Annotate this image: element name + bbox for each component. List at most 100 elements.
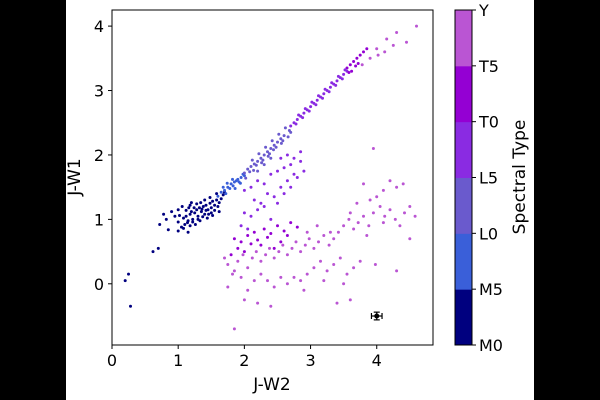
data-point-class-0 bbox=[176, 229, 180, 233]
data-point-class-1 bbox=[225, 181, 229, 185]
data-point-class-2 bbox=[279, 137, 283, 141]
data-point-class-3 bbox=[239, 224, 243, 228]
data-point-class-5 bbox=[381, 221, 385, 225]
data-point-class-0 bbox=[187, 206, 191, 210]
data-point-class-0 bbox=[197, 206, 201, 210]
data-point-class-5 bbox=[348, 211, 352, 215]
data-point-class-0 bbox=[173, 214, 177, 218]
data-point-class-4 bbox=[229, 253, 233, 257]
data-point-class-5 bbox=[368, 198, 372, 202]
colorbar: M0 M5 L0 L5 T0 T5 Y bbox=[454, 1, 503, 355]
data-point-class-3 bbox=[310, 100, 314, 104]
data-point-class-5 bbox=[246, 266, 250, 270]
data-point-class-4 bbox=[345, 66, 349, 70]
data-point-class-5 bbox=[367, 224, 371, 228]
data-point-class-5 bbox=[342, 224, 346, 228]
axes-layer: 0 1 2 3 4 0 1 2 3 4 bbox=[94, 17, 382, 370]
data-point-class-0 bbox=[213, 208, 217, 212]
data-point-class-3 bbox=[289, 124, 293, 128]
data-point-class-2 bbox=[248, 170, 252, 174]
colorbar-tick-label: M5 bbox=[479, 280, 503, 299]
data-point-class-0 bbox=[208, 196, 212, 199]
data-point-class-3 bbox=[335, 79, 339, 83]
data-point-class-3 bbox=[303, 107, 307, 111]
data-point-class-5 bbox=[226, 285, 230, 289]
data-point-class-5 bbox=[403, 211, 406, 215]
data-point-class-5 bbox=[362, 214, 365, 218]
points-layer bbox=[123, 24, 418, 331]
colorbar-label: Spectral Type bbox=[510, 120, 530, 235]
data-point-class-0 bbox=[199, 201, 203, 205]
data-point-class-3 bbox=[279, 185, 283, 189]
data-point-class-5 bbox=[332, 263, 336, 266]
data-point-class-2 bbox=[259, 156, 263, 160]
data-point-class-0 bbox=[189, 201, 193, 205]
data-point-class-5 bbox=[302, 288, 306, 292]
data-point-class-3 bbox=[256, 179, 260, 183]
data-point-class-3 bbox=[327, 90, 331, 94]
data-point-class-3 bbox=[276, 169, 279, 173]
data-point-class-0 bbox=[188, 224, 192, 228]
data-point-class-5 bbox=[294, 240, 298, 244]
data-point-class-3 bbox=[292, 172, 296, 176]
data-point-class-5 bbox=[299, 250, 303, 254]
data-point-class-1 bbox=[224, 192, 228, 196]
data-point-class-4 bbox=[276, 224, 279, 228]
x-tick-label: 2 bbox=[239, 351, 249, 370]
data-point-class-5 bbox=[277, 250, 281, 254]
data-point-class-0 bbox=[207, 212, 211, 216]
data-point-class-3 bbox=[262, 182, 266, 186]
data-point-class-5 bbox=[312, 246, 316, 250]
data-point-class-5 bbox=[292, 275, 296, 279]
data-point-class-4 bbox=[259, 243, 263, 247]
data-point-class-3 bbox=[330, 81, 334, 85]
data-point-class-2 bbox=[266, 154, 270, 158]
data-point-class-3 bbox=[249, 185, 253, 189]
data-point-class-0 bbox=[166, 228, 170, 232]
data-point-class-3 bbox=[269, 172, 273, 176]
colorbar-band bbox=[455, 233, 472, 290]
data-point-class-3 bbox=[343, 68, 347, 72]
data-point-class-0 bbox=[156, 246, 160, 250]
data-point-class-5 bbox=[401, 182, 405, 186]
data-point-class-4 bbox=[272, 246, 276, 250]
data-point-class-3 bbox=[289, 185, 293, 189]
data-point-class-0 bbox=[195, 202, 199, 206]
data-point-class-5 bbox=[285, 253, 289, 257]
data-point-class-5 bbox=[226, 263, 230, 266]
y-axis-label: J-W1 bbox=[65, 158, 85, 196]
x-tick-label: 0 bbox=[107, 351, 117, 370]
data-point-class-3 bbox=[314, 103, 318, 107]
data-point-class-5 bbox=[236, 259, 240, 263]
data-point-class-2 bbox=[282, 134, 286, 138]
data-point-class-3 bbox=[252, 198, 256, 202]
data-point-class-4 bbox=[352, 60, 356, 63]
data-point-class-2 bbox=[289, 130, 293, 134]
data-point-class-1 bbox=[233, 187, 237, 190]
data-point-class-0 bbox=[123, 279, 127, 283]
data-point-class-3 bbox=[328, 85, 332, 89]
data-point-class-5 bbox=[358, 259, 362, 263]
data-point-class-0 bbox=[188, 203, 192, 207]
data-point-class-4 bbox=[365, 47, 369, 51]
data-point-class-0 bbox=[208, 201, 212, 205]
data-point-class-2 bbox=[269, 156, 273, 160]
data-point-class-4 bbox=[256, 238, 260, 242]
data-point-class-3 bbox=[282, 192, 286, 196]
data-point-class-0 bbox=[204, 203, 208, 207]
error-bar-point bbox=[374, 313, 380, 319]
data-point-class-5 bbox=[336, 230, 340, 234]
data-point-class-2 bbox=[283, 126, 287, 130]
data-point-class-3 bbox=[315, 98, 319, 102]
data-point-class-3 bbox=[256, 208, 260, 212]
data-point-class-5 bbox=[268, 246, 271, 250]
data-point-class-0 bbox=[201, 205, 205, 208]
data-point-class-2 bbox=[264, 145, 268, 149]
data-point-class-4 bbox=[246, 234, 250, 237]
data-point-class-0 bbox=[151, 250, 155, 254]
data-point-class-3 bbox=[295, 118, 299, 121]
data-point-class-4 bbox=[269, 232, 273, 235]
data-point-class-1 bbox=[239, 176, 243, 179]
data-point-class-0 bbox=[182, 226, 185, 230]
